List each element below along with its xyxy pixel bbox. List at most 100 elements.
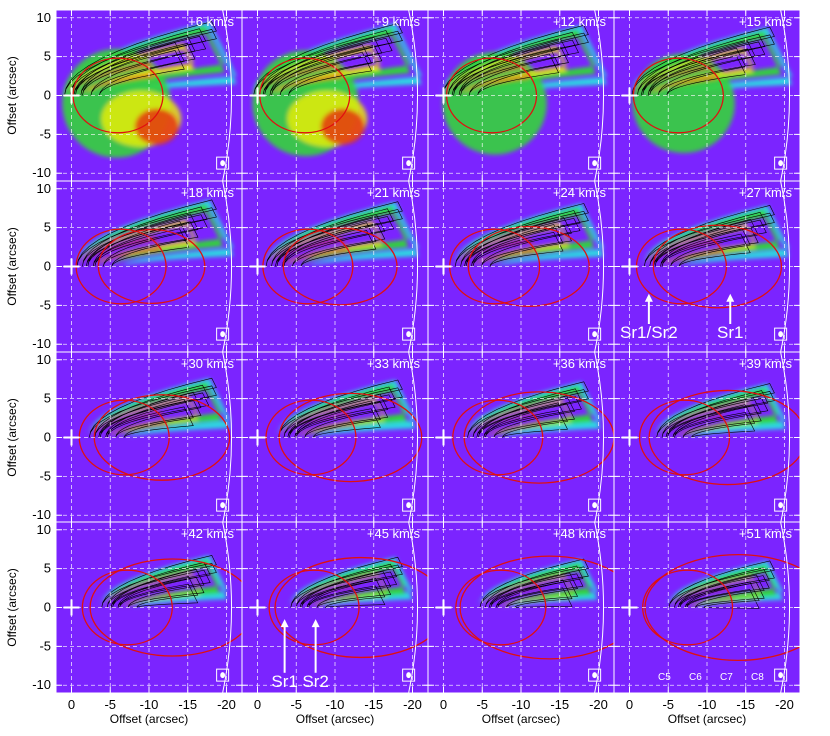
annotation-arrowhead: [280, 619, 289, 628]
grid-lines: [614, 352, 800, 523]
tick-marks: [56, 10, 242, 181]
velocity-label: +24 km/s: [553, 185, 607, 200]
y-tick-label: 0: [44, 88, 51, 103]
beam-box: [588, 327, 602, 341]
model-ellipses: [81, 558, 242, 657]
contour-lines: [479, 558, 589, 608]
y-tick-label: -10: [32, 507, 51, 522]
x-axis-title: Offset (arcsec): [482, 712, 560, 726]
contour-lines: [253, 23, 403, 96]
primary-beam-arc: [594, 522, 605, 693]
source-cross-marker: [435, 258, 452, 275]
contour-lines: [643, 205, 775, 267]
primary-beam-arc: [408, 522, 419, 693]
annotation-label: Sr2: [302, 672, 328, 691]
x-tick-label: -10: [140, 697, 159, 712]
beam-ellipse: [220, 331, 226, 338]
beam-ellipse: [406, 160, 412, 167]
channel-panel: +18 km/s: [55, 180, 243, 353]
velocity-label: +12 km/s: [553, 14, 607, 29]
beam-ellipse: [220, 502, 226, 509]
channel-panel: +21 km/s: [241, 180, 429, 353]
channel-panel: +48 km/s: [427, 521, 615, 694]
grid-lines: [56, 10, 242, 181]
channel-panel: +27 km/s Sr1/Sr2 Sr1: [613, 180, 801, 353]
contour-lines: [656, 383, 775, 438]
primary-beam-arc: [222, 522, 233, 693]
grid-lines: [428, 181, 614, 352]
primary-beam-arc: [594, 10, 605, 181]
annotation-label: Sr1: [271, 672, 297, 691]
y-tick-label: -10: [32, 336, 51, 351]
beam-box: [774, 327, 788, 341]
y-tick-label: -10: [32, 677, 51, 692]
primary-beam-arc: [780, 352, 791, 523]
source-cross-marker: [435, 87, 452, 104]
x-axis-title: Offset (arcsec): [668, 712, 746, 726]
source-cross-marker: [63, 258, 80, 275]
x-tick-label: 0: [626, 697, 633, 712]
contour-lines: [290, 556, 403, 609]
beam-box: [216, 498, 230, 512]
y-tick-label: -5: [39, 297, 51, 312]
tick-marks: [56, 522, 242, 693]
annotation-label: Sr1: [717, 323, 743, 342]
x-tick-label: -5: [662, 697, 674, 712]
channel-panel: +30 km/s: [55, 351, 243, 524]
contour-lines: [265, 201, 403, 267]
primary-beam-arc: [408, 352, 419, 523]
beam-ellipse: [220, 160, 226, 167]
source-cross-marker: [63, 429, 80, 446]
beam-ellipse: [778, 160, 784, 167]
velocity-label: +9 km/s: [374, 14, 420, 29]
beam-ellipse: [778, 672, 784, 679]
channel-panel: +51 km/s C5 C6 C7 C8: [613, 521, 801, 694]
beam-box: [402, 498, 416, 512]
annotation-label: C6: [689, 672, 702, 683]
source-cross-marker: [249, 87, 266, 104]
x-tick-label: 0: [440, 697, 447, 712]
channel-panel: +42 km/s: [55, 521, 243, 694]
channel-panel: +45 km/s Sr1 Sr2: [241, 521, 429, 694]
beam-ellipse: [778, 502, 784, 509]
beam-ellipse: [592, 160, 598, 167]
grid-lines: [614, 10, 800, 181]
velocity-label: +39 km/s: [739, 356, 793, 371]
tick-marks: [614, 352, 800, 523]
velocity-label: +6 km/s: [188, 14, 234, 29]
annotation-arrowhead: [311, 619, 320, 628]
beam-box: [588, 668, 602, 682]
beam-box: [216, 156, 230, 170]
tick-marks: [428, 10, 614, 181]
beam-ellipse: [406, 672, 412, 679]
velocity-label: +42 km/s: [181, 526, 235, 541]
x-tick-label: -5: [104, 697, 116, 712]
contour-lines: [278, 379, 403, 438]
y-tick-label: 0: [44, 600, 51, 615]
y-tick-label: 10: [37, 352, 51, 367]
annotation-label: Sr1/Sr2: [620, 323, 678, 342]
velocity-label: +51 km/s: [739, 526, 793, 541]
y-tick-label: -5: [39, 468, 51, 483]
beam-ellipse: [778, 331, 784, 338]
grid-lines: [614, 522, 800, 693]
grid-lines: [428, 10, 614, 181]
x-tick-label: -10: [326, 697, 345, 712]
emission-region: [62, 21, 237, 158]
beam-ellipse: [406, 502, 412, 509]
source-cross-marker: [621, 429, 638, 446]
velocity-label: +33 km/s: [367, 356, 421, 371]
beam-ellipse: [406, 331, 412, 338]
y-tick-label: 10: [37, 522, 51, 537]
velocity-label: +18 km/s: [181, 185, 235, 200]
channel-panel: +12 km/s: [427, 9, 615, 182]
velocity-label: +27 km/s: [739, 185, 793, 200]
velocity-label: +15 km/s: [739, 14, 793, 29]
source-cross-marker: [63, 599, 80, 616]
tick-marks: [614, 181, 800, 352]
tick-marks: [242, 522, 428, 693]
velocity-label: +48 km/s: [553, 526, 607, 541]
contour-lines: [668, 560, 775, 609]
